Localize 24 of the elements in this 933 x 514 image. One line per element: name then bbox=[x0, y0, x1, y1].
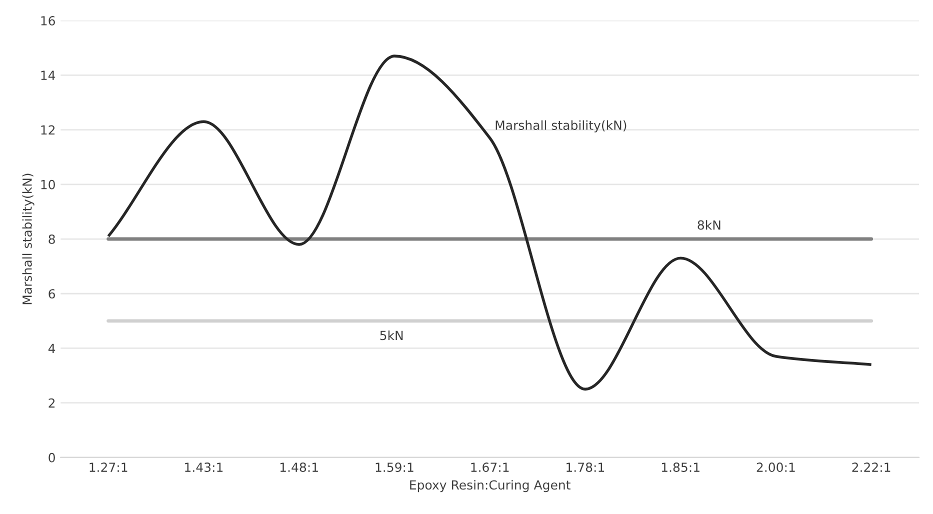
y-axis-title: Marshall stability(kN) bbox=[22, 174, 34, 304]
y-tick-label: 8 bbox=[48, 234, 55, 244]
x-tick-label: 1.59:1 bbox=[376, 462, 414, 472]
x-tick-label: 2.22:1 bbox=[852, 462, 890, 472]
x-tick-label: 1.78:1 bbox=[566, 462, 604, 472]
ref-line-label: 5kN bbox=[380, 330, 403, 340]
line-series bbox=[106, 54, 873, 391]
x-tick-label: 1.67:1 bbox=[471, 462, 509, 472]
y-tick-label: 0 bbox=[48, 452, 55, 462]
y-tick-label: 4 bbox=[48, 344, 56, 353]
y-tick-label: 6 bbox=[48, 289, 55, 299]
x-tick-label: 1.85:1 bbox=[662, 462, 700, 472]
x-tick-label: 1.27:1 bbox=[90, 462, 128, 472]
x-tick-label: 2.00:1 bbox=[756, 462, 795, 472]
y-tick-label: 12 bbox=[41, 125, 55, 135]
x-axis-title: Epoxy Resin:Curing Agent bbox=[410, 480, 570, 492]
y-tick-label: 10 bbox=[41, 180, 55, 190]
ref-line-label: 8kN bbox=[698, 220, 720, 230]
y-tick-label: 16 bbox=[41, 16, 55, 26]
x-tick-label: 1.48:1 bbox=[280, 462, 318, 472]
y-tick-label: 14 bbox=[41, 70, 56, 80]
y-tick-label: 2 bbox=[48, 398, 55, 408]
series-label: Marshall stability(kN) bbox=[496, 120, 626, 132]
x-tick-label: 1.43:1 bbox=[185, 462, 223, 472]
